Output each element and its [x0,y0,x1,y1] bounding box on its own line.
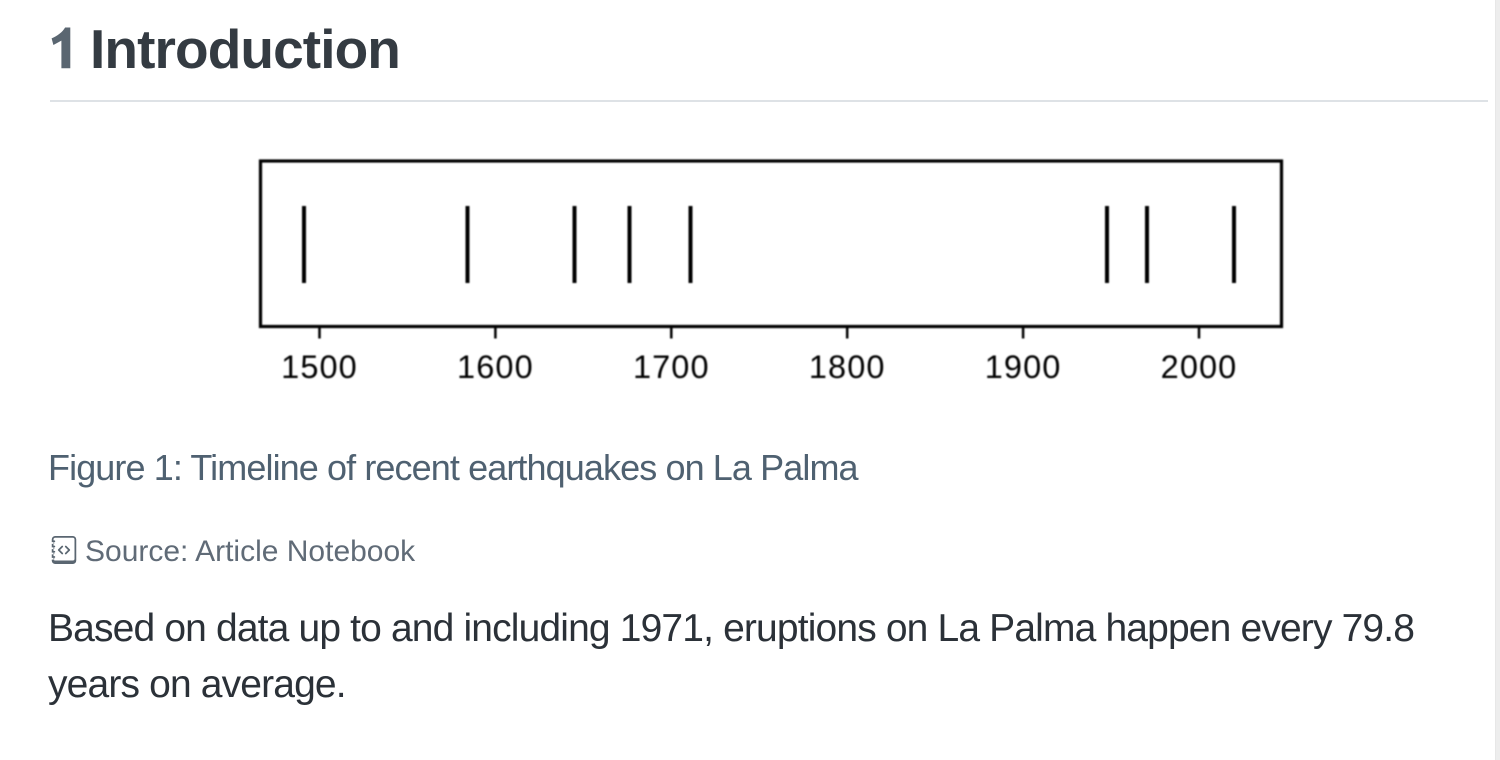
svg-text:1800: 1800 [809,349,886,385]
svg-text:1600: 1600 [457,349,534,385]
svg-text:1900: 1900 [985,349,1062,385]
svg-text:1700: 1700 [633,349,710,385]
svg-text:1500: 1500 [281,349,358,385]
svg-text:2000: 2000 [1161,349,1238,385]
